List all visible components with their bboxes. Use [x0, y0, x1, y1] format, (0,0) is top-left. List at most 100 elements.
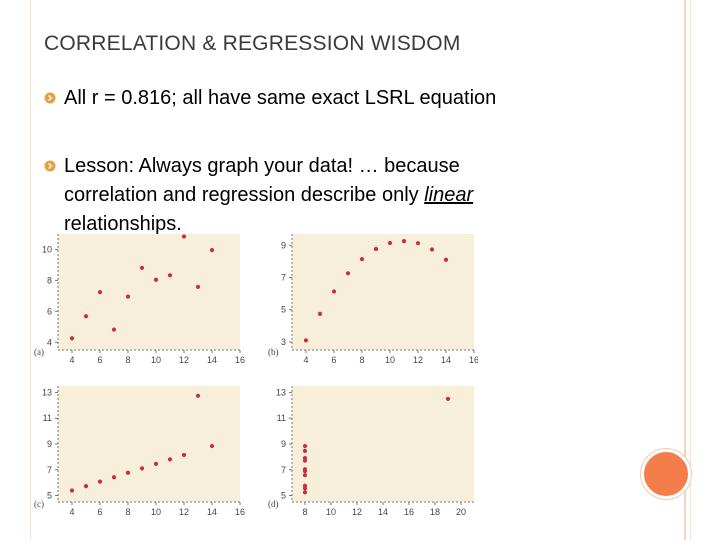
y-tick-label: 13	[276, 387, 286, 397]
bullet-circle-icon	[44, 92, 56, 104]
data-point	[401, 238, 407, 244]
x-tick-label: 8	[125, 355, 130, 365]
x-tick-label: 16	[404, 507, 414, 517]
data-point	[331, 289, 337, 294]
panel-background	[58, 386, 240, 502]
panel-label: (c)	[34, 499, 44, 509]
x-tick-label: 14	[207, 507, 217, 517]
x-tick-label: 20	[456, 507, 466, 517]
data-point	[167, 457, 173, 462]
x-tick-label: 12	[413, 355, 423, 365]
panel-background	[58, 234, 240, 350]
x-tick-label: 8	[359, 355, 364, 365]
panel-background	[292, 234, 474, 350]
data-point	[195, 284, 201, 289]
x-tick-label: 16	[235, 355, 245, 365]
x-tick-label: 14	[378, 507, 388, 517]
x-tick-label: 12	[179, 355, 189, 365]
data-point	[209, 247, 215, 253]
y-tick-label: 13	[42, 387, 52, 397]
x-tick-label: 10	[151, 507, 161, 517]
x-tick-label: 18	[430, 507, 440, 517]
data-point	[302, 490, 308, 495]
panel-label: (a)	[34, 347, 44, 357]
y-tick-label: 5	[47, 491, 52, 501]
x-tick-label: 12	[352, 507, 362, 517]
y-tick-label: 11	[277, 413, 286, 423]
x-tick-label: 8	[302, 507, 307, 517]
x-tick-label: 4	[303, 355, 308, 365]
data-point	[443, 257, 449, 262]
x-tick-label: 4	[69, 507, 74, 517]
data-point	[181, 452, 187, 458]
y-tick-label: 9	[281, 439, 286, 449]
y-tick-label: 8	[47, 275, 52, 285]
slide-title: CORRELATION & REGRESSION WISDOM	[44, 32, 461, 55]
data-point	[139, 265, 145, 270]
data-point	[97, 290, 103, 295]
data-point	[111, 475, 117, 480]
data-point	[302, 455, 308, 461]
data-point	[69, 336, 75, 341]
x-tick-label: 8	[125, 507, 130, 517]
panel-label: (d)	[268, 499, 279, 509]
data-point	[153, 461, 159, 466]
y-tick-label: 6	[47, 306, 52, 316]
x-tick-label: 14	[207, 355, 217, 365]
data-point	[302, 473, 308, 478]
data-point	[445, 396, 451, 401]
data-point	[181, 234, 187, 239]
data-point	[317, 311, 323, 317]
x-tick-label: 12	[179, 507, 189, 517]
scatter-panel-3: 4 6 8 10 12 14 16 5 7 9 11 13 (c)	[34, 386, 245, 517]
scatter-panel-2: 4 6 8 10 12 14 16 3 5 7 9 (b)	[268, 234, 478, 365]
y-tick-label: 9	[281, 240, 286, 250]
data-point	[111, 327, 117, 332]
y-tick-label: 5	[281, 305, 286, 315]
data-point	[373, 246, 379, 252]
right-decor-line	[684, 0, 686, 540]
data-point	[195, 393, 201, 398]
data-point	[429, 247, 435, 252]
y-tick-label: 7	[281, 273, 286, 283]
x-tick-label: 4	[69, 355, 74, 365]
panel-background	[292, 386, 474, 502]
y-tick-label: 11	[43, 413, 52, 423]
data-point	[125, 294, 131, 299]
x-tick-label: 6	[97, 355, 102, 365]
y-tick-label: 4	[47, 337, 52, 347]
data-point	[153, 277, 159, 282]
bullet-1-text: All r = 0.816; all have same exact LSRL …	[64, 87, 497, 109]
bullet-2-line-1: Lesson: Always graph your data! … becaus…	[64, 155, 460, 177]
x-tick-label: 6	[97, 507, 102, 517]
x-tick-label: 10	[385, 355, 395, 365]
data-point	[139, 466, 145, 471]
bullet-2-line-2: correlation and regression describe only…	[64, 183, 473, 207]
data-point	[69, 488, 75, 493]
y-tick-label: 5	[281, 491, 286, 501]
data-point	[302, 469, 308, 474]
y-tick-label: 7	[47, 465, 52, 475]
orange-circle-decoration	[641, 449, 691, 499]
data-point	[303, 338, 309, 343]
y-tick-label: 9	[47, 439, 52, 449]
bullet-circle-icon	[44, 160, 56, 172]
bullet-2-line-3: relationships.	[64, 213, 182, 235]
data-point	[209, 443, 215, 449]
data-point	[415, 241, 421, 246]
right-decor-line-thin	[690, 0, 691, 540]
data-point	[302, 448, 308, 453]
x-tick-label: 10	[326, 507, 336, 517]
data-point	[387, 240, 393, 246]
left-decor-line	[30, 0, 31, 540]
data-point	[345, 271, 351, 276]
x-tick-label: 10	[151, 355, 161, 365]
data-point	[302, 486, 308, 491]
data-point	[83, 484, 89, 489]
x-tick-label: 16	[235, 507, 245, 517]
data-point	[97, 479, 103, 484]
x-tick-label: 14	[441, 355, 451, 365]
panel-label: (b)	[268, 347, 279, 357]
y-tick-label: 7	[281, 465, 286, 475]
